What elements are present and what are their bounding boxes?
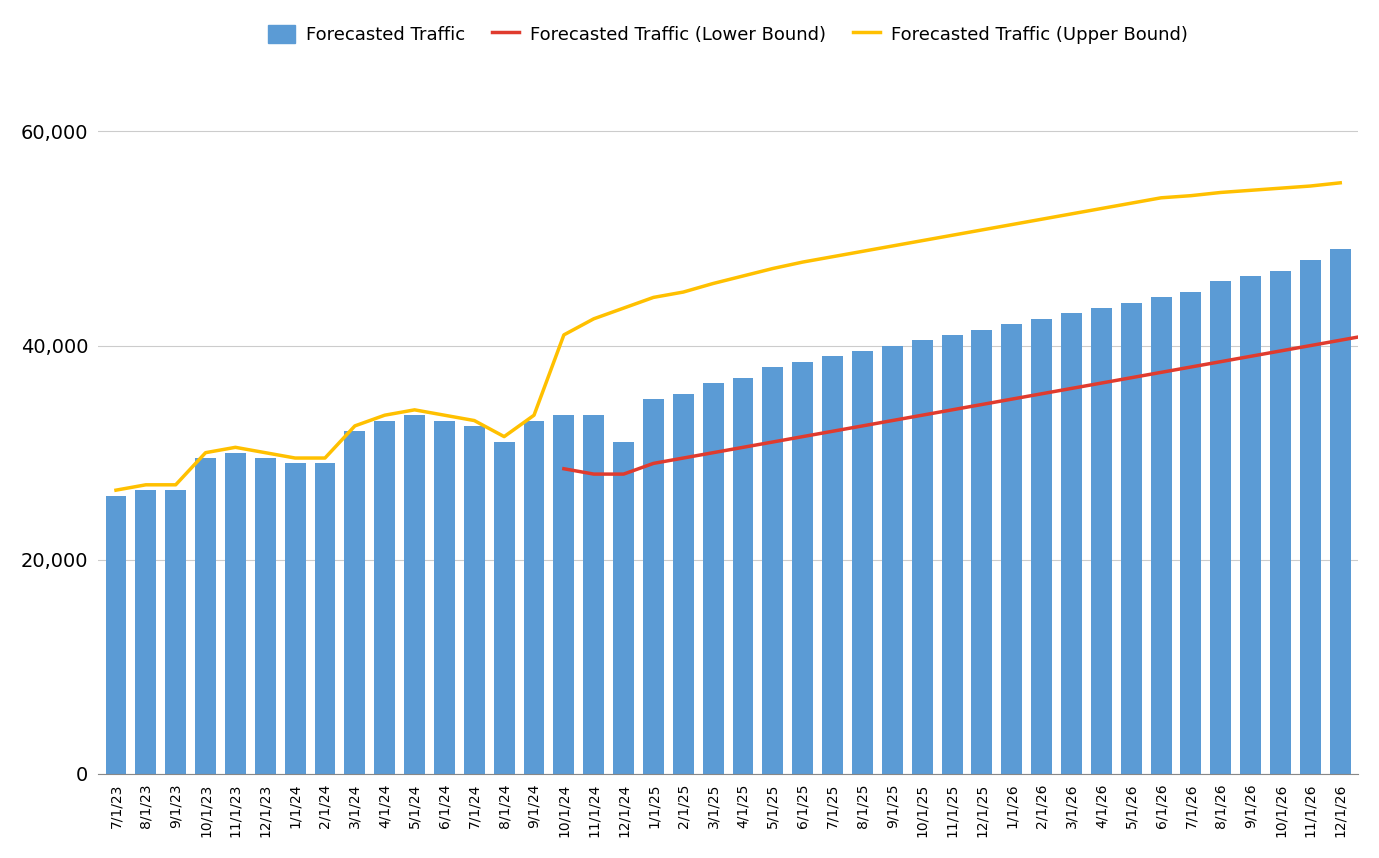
Bar xyxy=(225,453,245,774)
Bar xyxy=(1211,281,1231,774)
Bar xyxy=(314,463,335,774)
Bar xyxy=(1150,298,1172,774)
Bar xyxy=(673,394,694,774)
Bar xyxy=(912,341,932,774)
Bar xyxy=(524,420,545,774)
Bar xyxy=(883,346,903,774)
Bar xyxy=(463,426,485,774)
Bar xyxy=(553,415,574,774)
Bar xyxy=(852,351,873,774)
Bar xyxy=(165,490,186,774)
Bar xyxy=(732,378,753,774)
Legend: Forecasted Traffic, Forecasted Traffic (Lower Bound), Forecasted Traffic (Upper : Forecasted Traffic, Forecasted Traffic (… xyxy=(261,17,1196,51)
Bar xyxy=(194,458,217,774)
Bar xyxy=(374,420,396,774)
Bar xyxy=(1060,313,1083,774)
Bar xyxy=(1329,249,1350,774)
Bar xyxy=(135,490,156,774)
Bar xyxy=(703,383,724,774)
Bar xyxy=(284,463,306,774)
Bar xyxy=(345,432,365,774)
Bar xyxy=(942,335,963,774)
Bar xyxy=(1300,260,1321,774)
Bar xyxy=(614,442,634,774)
Bar xyxy=(1001,324,1022,774)
Bar xyxy=(971,329,993,774)
Bar xyxy=(822,356,843,774)
Bar xyxy=(793,362,814,774)
Bar xyxy=(1180,292,1201,774)
Bar xyxy=(643,399,663,774)
Bar xyxy=(583,415,604,774)
Bar xyxy=(1240,276,1262,774)
Bar xyxy=(494,442,514,774)
Bar xyxy=(1031,319,1052,774)
Bar xyxy=(763,367,783,774)
Bar xyxy=(106,496,127,774)
Bar xyxy=(1270,270,1291,774)
Bar xyxy=(434,420,455,774)
Bar xyxy=(255,458,276,774)
Bar xyxy=(1091,308,1111,774)
Bar xyxy=(404,415,425,774)
Bar xyxy=(1121,303,1142,774)
